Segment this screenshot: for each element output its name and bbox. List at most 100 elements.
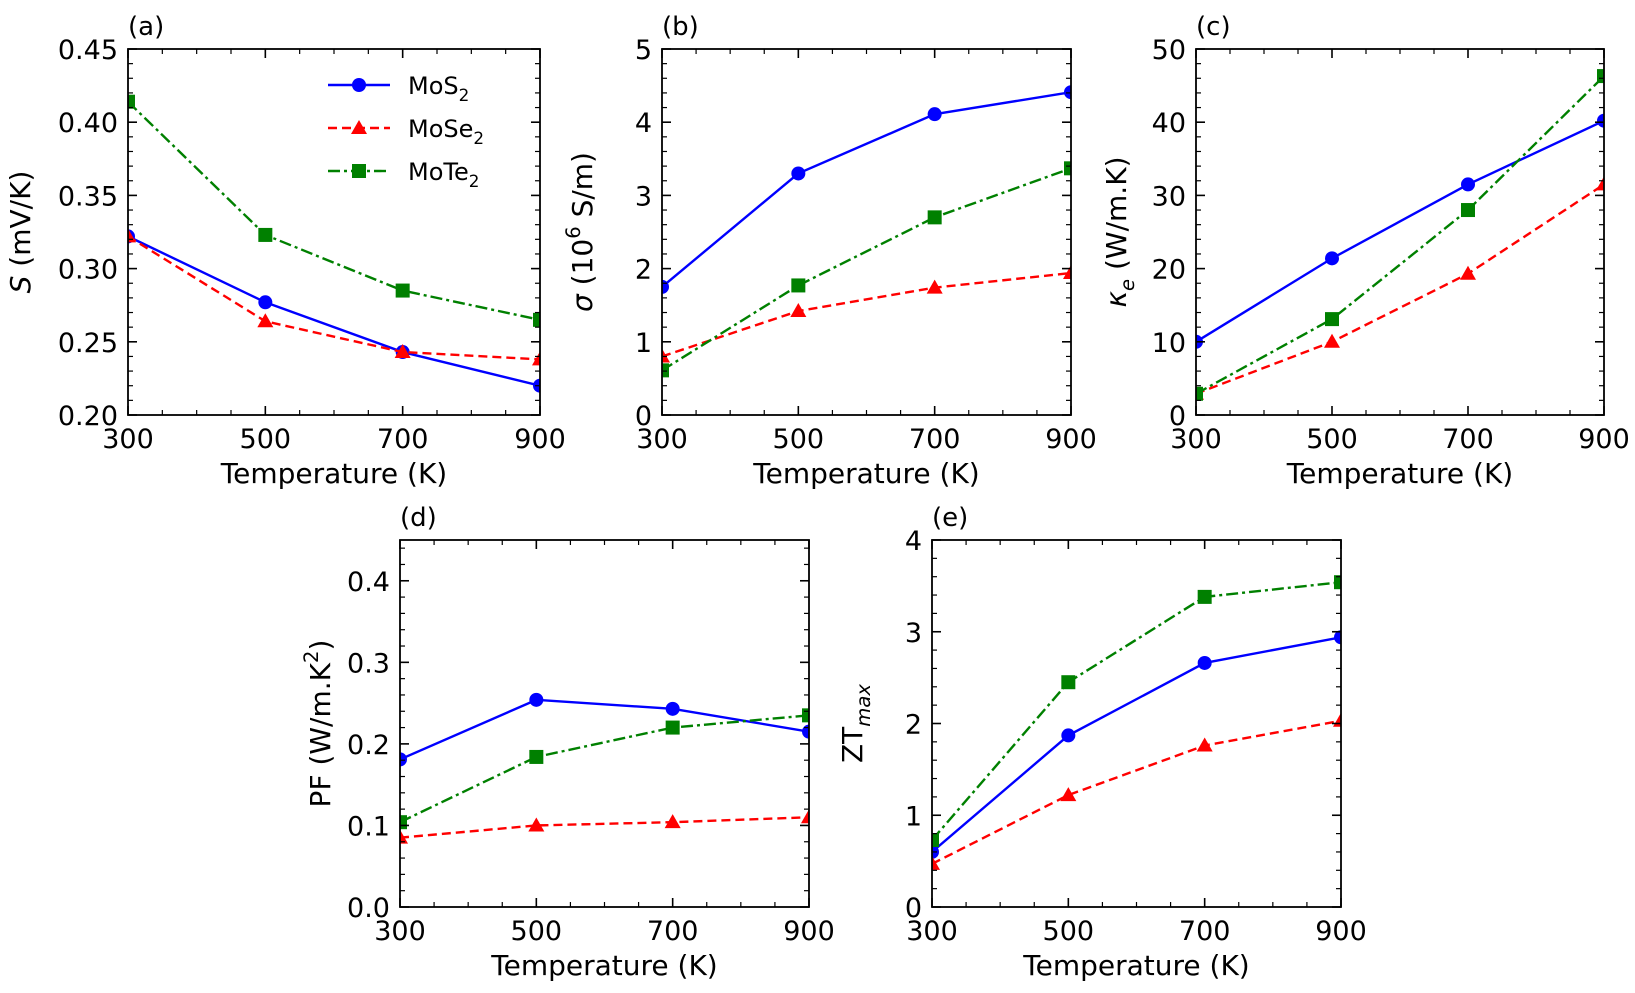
y-tick-label: 0	[905, 893, 922, 924]
series-line-MoSe2	[662, 271, 1071, 358]
y-tick-label: 0.25	[58, 328, 118, 359]
data-point-MoSe2	[801, 809, 809, 824]
y-tick-label: 0.4	[347, 567, 390, 598]
data-point-MoS2	[927, 107, 942, 122]
data-point-MoSe2	[1196, 737, 1213, 752]
data-point-MoTe2	[1461, 203, 1475, 218]
series-line-MoSe2	[128, 235, 540, 361]
x-tick-label: 500	[240, 424, 292, 455]
data-point-MoSe2	[1324, 333, 1340, 348]
data-point-MoSe2	[1596, 176, 1604, 191]
y-tick-label: 0.40	[58, 108, 118, 139]
y-axis-label: κe (W/m.K)	[1100, 157, 1139, 308]
series-line-MoS2	[932, 636, 1341, 853]
y-tick-label: 30	[1152, 181, 1186, 212]
data-point-MoSe2	[1460, 265, 1476, 280]
data-point-MoS2	[400, 752, 407, 767]
data-point-MoTe2	[1196, 386, 1203, 401]
data-point-MoSe2	[664, 814, 681, 829]
data-point-MoTe2	[128, 94, 135, 109]
data-point-MoTe2	[1061, 675, 1076, 690]
y-axis-label-group: PF (W/m.K2)	[300, 640, 337, 808]
data-point-MoS2	[665, 701, 680, 716]
data-point-MoTe2	[932, 833, 939, 848]
series-group	[1196, 69, 1604, 401]
x-tick-label: 500	[773, 424, 825, 455]
y-tick-label: 2	[905, 710, 922, 741]
y-tick-label: 40	[1152, 108, 1186, 139]
legend-label-MoSe2: MoSe2	[408, 115, 484, 148]
y-tick-label: 10	[1152, 328, 1186, 359]
y-tick-label: 1	[905, 801, 922, 832]
axes-frame	[399, 539, 810, 908]
y-axis-label-group: σ (106 S/m)	[562, 152, 599, 312]
series-line-MoTe2	[1196, 75, 1604, 395]
x-tick-label: 900	[1045, 424, 1097, 455]
series-line-MoTe2	[932, 581, 1341, 841]
panel-label: (a)	[128, 12, 164, 42]
y-tick-label: 1	[635, 328, 652, 359]
x-tick-label: 500	[511, 916, 563, 947]
data-point-MoTe2	[258, 227, 273, 242]
x-axis-label: Temperature (K)	[752, 457, 979, 490]
axes-frame	[127, 48, 541, 416]
series-line-MoSe2	[400, 816, 809, 839]
data-point-MoTe2	[927, 210, 942, 225]
y-axis-label-group: S (mV/K)	[4, 171, 37, 294]
legend-marker-MoS2	[352, 78, 366, 92]
y-axis-label: σ (106 S/m)	[562, 152, 599, 312]
x-tick-label: 300	[102, 424, 154, 455]
x-tick-label: 300	[1170, 424, 1222, 455]
legend-marker-MoSe2	[351, 120, 367, 134]
panel-c: 300 500 700 900 0 10 20 30 40 50 Temperature (K) κe…	[1100, 12, 1630, 490]
y-axis-label: PF (W/m.K2)	[300, 640, 337, 808]
x-tick-label: 300	[374, 916, 426, 947]
series-line-MoTe2	[400, 714, 809, 824]
data-point-MoTe2	[1597, 69, 1604, 84]
data-point-MoTe2	[1197, 589, 1212, 604]
series-group	[662, 85, 1071, 378]
data-point-MoTe2	[802, 708, 809, 723]
x-tick-label: 300	[906, 916, 958, 947]
series-line-MoS2	[1196, 119, 1604, 343]
series-group	[932, 575, 1341, 870]
x-tick-label: 700	[1442, 424, 1494, 455]
y-tick-label: 0.30	[58, 255, 118, 286]
panel-label: (c)	[1196, 12, 1231, 42]
x-tick-label: 900	[1578, 424, 1630, 455]
data-point-MoTe2	[395, 283, 410, 298]
series-group	[400, 692, 809, 844]
data-point-MoTe2	[1064, 161, 1071, 176]
y-axis-label-group: ZTmax	[836, 684, 875, 763]
axes-frame	[931, 539, 1342, 908]
series-line-MoTe2	[128, 100, 540, 322]
data-point-MoTe2	[533, 312, 540, 327]
data-point-MoS2	[529, 692, 544, 707]
x-tick-label: 500	[1043, 916, 1095, 947]
legend: MoS2 MoSe2 MoTe2	[328, 72, 484, 191]
y-axis-label-group: κe (W/m.K)	[1100, 157, 1139, 308]
y-tick-label: 2	[635, 255, 652, 286]
panel-d: 300 500 700 900 0.0 0.1 0.2 0.3 0.4 Temperature (…	[300, 503, 835, 982]
data-point-MoS2	[1197, 655, 1212, 670]
data-point-MoS2	[1597, 113, 1604, 128]
panel-label: (e)	[932, 503, 968, 533]
data-point-MoSe2	[257, 313, 274, 328]
y-tick-label: 3	[635, 181, 652, 212]
x-tick-label: 900	[1315, 916, 1367, 947]
data-point-MoSe2	[400, 829, 408, 844]
y-axis-label: ZTmax	[836, 684, 875, 763]
data-point-MoTe2	[662, 363, 669, 378]
y-tick-label: 4	[905, 526, 922, 557]
data-point-MoS2	[1334, 630, 1341, 645]
data-point-MoTe2	[529, 749, 544, 764]
panel-label: (b)	[662, 12, 699, 42]
x-tick-label: 500	[1306, 424, 1358, 455]
panel-a: 300 500 700 900 0.20 0.25 0.30 0.35 0.40 0.45 Temp…	[4, 12, 566, 490]
y-tick-label: 3	[905, 618, 922, 649]
series-line-MoTe2	[662, 167, 1071, 372]
data-point-MoS2	[1325, 251, 1339, 266]
y-tick-label: 0.1	[347, 811, 390, 842]
series-line-MoS2	[400, 698, 809, 761]
